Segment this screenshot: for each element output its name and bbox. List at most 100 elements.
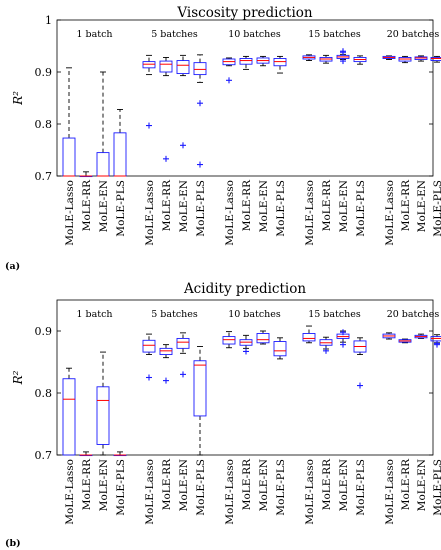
outlier-point bbox=[197, 161, 203, 168]
chart-title: Viscosity prediction bbox=[176, 5, 313, 21]
outlier-point bbox=[197, 100, 203, 107]
box-plot bbox=[353, 337, 367, 389]
category-label: MoLE-RR bbox=[241, 458, 253, 510]
category-label: MoLE-RR bbox=[81, 179, 93, 231]
outlier-point bbox=[340, 329, 346, 336]
box-plot bbox=[142, 333, 156, 381]
outlier-point bbox=[357, 382, 363, 389]
box-plot bbox=[414, 55, 428, 62]
category-label: MoLE-Lasso bbox=[304, 180, 316, 246]
box bbox=[193, 360, 207, 417]
box bbox=[273, 341, 287, 357]
group-label: 20 batches bbox=[387, 29, 440, 40]
box-plot bbox=[398, 338, 412, 344]
y-axis-label: R² bbox=[11, 370, 25, 385]
category-label: MoLE-Lasso bbox=[64, 180, 76, 246]
box bbox=[62, 137, 76, 177]
panel-label: (b) bbox=[5, 538, 21, 549]
outlier-point bbox=[163, 377, 169, 384]
group-label: 20 batches bbox=[387, 309, 440, 320]
box-plot bbox=[398, 55, 412, 64]
group-label: 10 batches bbox=[228, 29, 281, 40]
category-label: MoLE-RR bbox=[81, 458, 93, 510]
box-plot bbox=[430, 55, 441, 63]
y-tick-label: 0.8 bbox=[35, 387, 53, 400]
box-plot bbox=[62, 67, 76, 177]
box bbox=[159, 60, 173, 73]
category-label: MoLE-EN bbox=[338, 180, 350, 232]
category-label: MoLE-PLS bbox=[275, 180, 287, 237]
outlier-point bbox=[146, 122, 152, 129]
category-label: MoLE-EN bbox=[258, 459, 270, 511]
box-plot bbox=[113, 108, 127, 177]
box-plot bbox=[430, 334, 441, 348]
box-plot bbox=[113, 451, 127, 457]
chart-title: Acidity prediction bbox=[183, 281, 306, 297]
box bbox=[113, 132, 127, 177]
category-label: MoLE-PLS bbox=[195, 180, 207, 237]
y-tick-label: 0.8 bbox=[35, 118, 53, 131]
outlier-point bbox=[146, 374, 152, 381]
outlier-point bbox=[243, 348, 249, 355]
box-plot bbox=[256, 55, 270, 67]
y-tick-label: 1 bbox=[45, 14, 52, 27]
box bbox=[239, 58, 253, 65]
category-label: MoLE-RR bbox=[321, 458, 333, 510]
box bbox=[193, 62, 207, 76]
y-tick-label: 0.7 bbox=[35, 170, 53, 183]
outlier-point bbox=[226, 77, 232, 84]
category-label: MoLE-RR bbox=[241, 179, 253, 231]
box-plot bbox=[193, 346, 207, 456]
group-label: 1 batch bbox=[76, 309, 112, 320]
box bbox=[96, 152, 110, 177]
category-label: MoLE-PLS bbox=[432, 180, 441, 237]
outlier-point bbox=[340, 58, 346, 65]
box-plot bbox=[256, 330, 270, 345]
outlier-point bbox=[163, 155, 169, 162]
box bbox=[176, 337, 190, 349]
box-plot bbox=[96, 351, 110, 456]
box-plot bbox=[319, 54, 333, 64]
box-plot bbox=[79, 171, 93, 178]
category-label: MoLE-Lasso bbox=[224, 180, 236, 246]
box bbox=[159, 347, 173, 356]
box-plot bbox=[239, 334, 253, 355]
plot-area bbox=[56, 19, 434, 177]
category-label: MoLE-EN bbox=[98, 459, 110, 511]
category-label: MoLE-PLS bbox=[275, 459, 287, 516]
chart-panel-1: Acidity prediction R² 0.7 0.8 0.9 1 batch MoLE… bbox=[5, 281, 441, 549]
group-label: 15 batches bbox=[308, 309, 361, 320]
category-label: MoLE-Lasso bbox=[224, 459, 236, 525]
outlier-point bbox=[434, 341, 440, 348]
y-tick-label: 0.7 bbox=[35, 449, 53, 462]
box bbox=[222, 336, 236, 345]
box bbox=[302, 333, 316, 342]
box bbox=[256, 333, 270, 344]
box-plot bbox=[302, 54, 316, 62]
box-plot bbox=[193, 54, 207, 168]
box-plot bbox=[414, 333, 428, 339]
group-label: 15 batches bbox=[308, 29, 361, 40]
box-plot bbox=[382, 332, 396, 340]
box-plot bbox=[222, 331, 236, 349]
box-plot bbox=[353, 55, 367, 65]
group-label: 10 batches bbox=[228, 309, 281, 320]
box bbox=[142, 61, 156, 69]
category-label: MoLE-Lasso bbox=[144, 459, 156, 525]
outlier-point bbox=[340, 341, 346, 348]
group-label: 5 batches bbox=[151, 309, 198, 320]
category-label: MoLE-PLS bbox=[195, 459, 207, 516]
category-label: MoLE-Lasso bbox=[384, 459, 396, 525]
category-label: MoLE-PLS bbox=[115, 180, 127, 237]
category-label: MoLE-PLS bbox=[115, 459, 127, 516]
category-label: MoLE-EN bbox=[416, 180, 428, 232]
box-plot bbox=[302, 325, 316, 344]
category-label: MoLE-EN bbox=[338, 459, 350, 511]
box-plot bbox=[319, 336, 333, 354]
category-label: MoLE-PLS bbox=[355, 459, 367, 516]
category-label: MoLE-EN bbox=[98, 180, 110, 232]
group-label: 1 batch bbox=[76, 29, 112, 40]
category-label: MoLE-EN bbox=[178, 459, 190, 511]
category-label: MoLE-Lasso bbox=[64, 459, 76, 525]
category-label: MoLE-RR bbox=[161, 179, 173, 231]
